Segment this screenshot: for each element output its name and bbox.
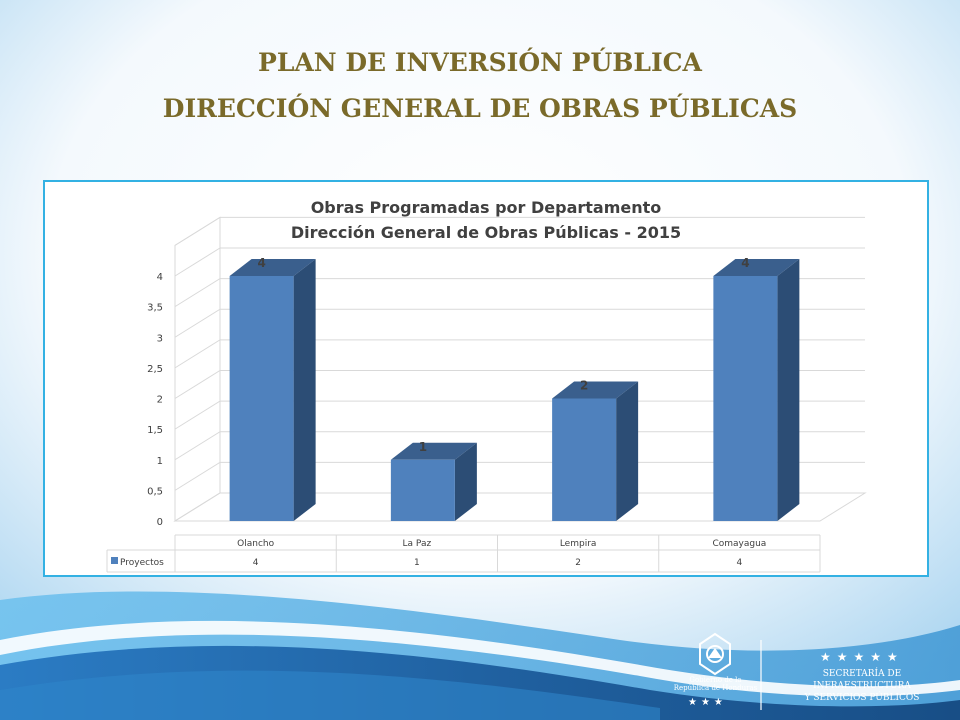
secretaria-stars-icon: ★★★★★ [820,650,904,664]
bar-top [713,259,800,276]
gridline [174,431,865,461]
gridline [174,247,865,277]
side-wall [174,216,221,522]
table-value: 4 [253,558,259,568]
x-category-label: Olancho [237,539,274,549]
bar [552,398,617,521]
bar [390,459,455,521]
table-value: 1 [414,558,420,568]
sec-line1: SECRETARÍA DE INFRAESTRUCTURA [813,669,911,691]
y-tick-label: 1,5 [147,425,163,436]
x-category-label: Comayagua [712,539,766,549]
gridline [174,370,865,399]
data-label: 4 [257,256,265,270]
bar-top [229,259,316,276]
bar-side [454,442,477,521]
gridline [174,461,865,491]
legend-series-name: Proyectos [120,558,164,568]
table-value: 4 [737,558,743,568]
table-value: 2 [575,558,581,568]
bar-side [777,259,800,521]
bar-side [616,381,639,521]
y-tick-label: 2,5 [147,364,163,375]
chart-subtitle: Dirección General de Obras Públicas - 20… [291,223,681,242]
coat-of-arms-icon [699,632,731,676]
bar-top [552,381,639,399]
government-wordmark: Gobierno de la República de Honduras [668,676,763,692]
bar-side [293,259,316,521]
x-category-label: Lempira [560,539,597,549]
data-label: 2 [580,379,588,393]
gov-stars-icon: ★★★ [688,697,727,708]
bar-top [390,442,477,460]
bar [713,276,778,521]
bar-chart: Obras Programadas por Departamento Direcc… [106,198,867,573]
y-tick-label: 4 [157,272,163,283]
legend-swatch [111,557,118,564]
y-tick-label: 3,5 [147,303,163,314]
slide-title-line1: PLAN DE INVERSIÓN PÚBLICA [258,48,702,77]
y-tick-label: 0,5 [147,486,163,497]
sec-line2: Y SERVICIOS PÚBLICOS [804,693,920,703]
gov-line1: Gobierno de la [689,676,742,684]
chart-title: Obras Programadas por Departamento [311,198,662,217]
data-label: 1 [419,440,427,454]
white-swoosh [0,620,960,697]
gridline [174,216,865,246]
bar [229,276,294,521]
gridline [174,339,865,369]
gridline [174,308,865,338]
slide-title-line2: DIRECCIÓN GENERAL DE OBRAS PÚBLICAS [162,94,798,123]
gov-line2: República de Honduras [673,684,758,692]
gridline [174,278,865,308]
y-tick-label: 1 [157,456,163,467]
footer-divider [760,640,762,710]
chart-frame: Obras Programadas por Departamento Direcc… [43,180,929,577]
data-label: 4 [741,256,749,270]
gridline [174,400,865,430]
y-tick-label: 0 [157,517,163,528]
gridline [174,492,865,522]
y-tick-label: 2 [157,395,163,406]
x-category-label: La Paz [403,539,432,549]
y-tick-label: 3 [157,333,163,344]
secretaria-wordmark: SECRETARÍA DE INFRAESTRUCTURA Y SERVICIO… [776,668,948,704]
